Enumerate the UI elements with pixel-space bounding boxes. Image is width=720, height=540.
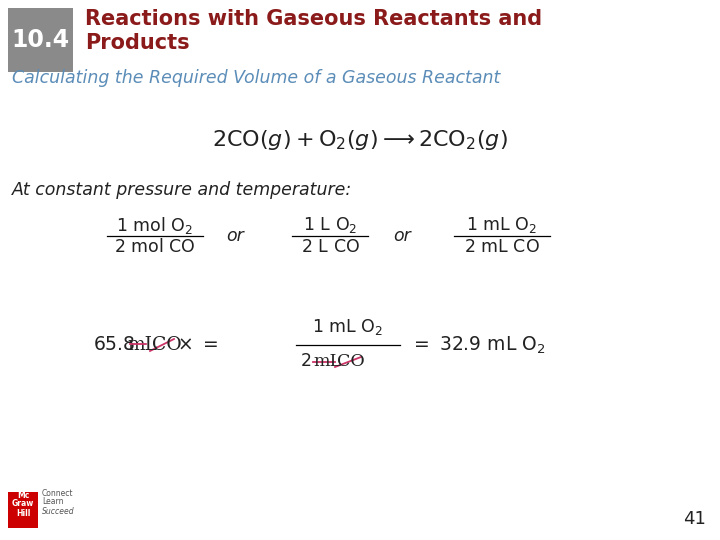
Text: $\times\ =$: $\times\ =$ [177,336,218,354]
Text: Calculating the Required Volume of a Gaseous Reactant: Calculating the Required Volume of a Gas… [12,69,500,87]
Text: mL: mL [127,336,157,354]
Text: $\mathrm{1\ L\ O_2}$: $\mathrm{1\ L\ O_2}$ [303,215,357,235]
Text: CO: CO [152,336,181,354]
Bar [8,492,38,528]
Text: $2$: $2$ [300,354,311,370]
Text: $\mathrm{2\ mL\ CO}$: $\mathrm{2\ mL\ CO}$ [464,239,540,255]
Text: or: or [226,227,244,245]
Text: Graw: Graw [12,500,34,509]
Text: Products: Products [85,33,189,53]
Text: $\mathrm{2CO(}g\mathrm{) + O_2(}g\mathrm{) \longrightarrow 2CO_2(}g\mathrm{)}$: $\mathrm{2CO(}g\mathrm{) + O_2(}g\mathrm… [212,128,508,152]
Text: 10.4: 10.4 [11,28,69,52]
Text: $\mathrm{1\ mL\ O_2}$: $\mathrm{1\ mL\ O_2}$ [467,215,538,235]
Text: 41: 41 [683,510,706,528]
Text: $\mathrm{1\ mol\ O_2}$: $\mathrm{1\ mol\ O_2}$ [117,214,194,235]
Text: $\mathrm{2\ mol\ CO}$: $\mathrm{2\ mol\ CO}$ [114,238,196,256]
Bar [8,8,73,72]
Text: Learn: Learn [42,497,63,507]
Text: $=\ 32.9\ \mathrm{mL\ O_2}$: $=\ 32.9\ \mathrm{mL\ O_2}$ [410,334,546,356]
Text: $65.8$: $65.8$ [93,336,135,354]
Text: or: or [393,227,411,245]
Text: Connect: Connect [42,489,73,498]
Text: Hill: Hill [16,509,30,517]
Text: $\mathrm{1\ mL\ O_2}$: $\mathrm{1\ mL\ O_2}$ [312,317,384,337]
Text: CO: CO [337,354,365,370]
Text: Succeed: Succeed [42,507,75,516]
Text: At constant pressure and temperature:: At constant pressure and temperature: [12,181,352,199]
Text: Reactions with Gaseous Reactants and: Reactions with Gaseous Reactants and [85,9,542,29]
Text: $\mathrm{2\ L\ CO}$: $\mathrm{2\ L\ CO}$ [300,239,359,255]
Text: Mc: Mc [17,491,30,501]
Text: mL: mL [313,354,341,370]
